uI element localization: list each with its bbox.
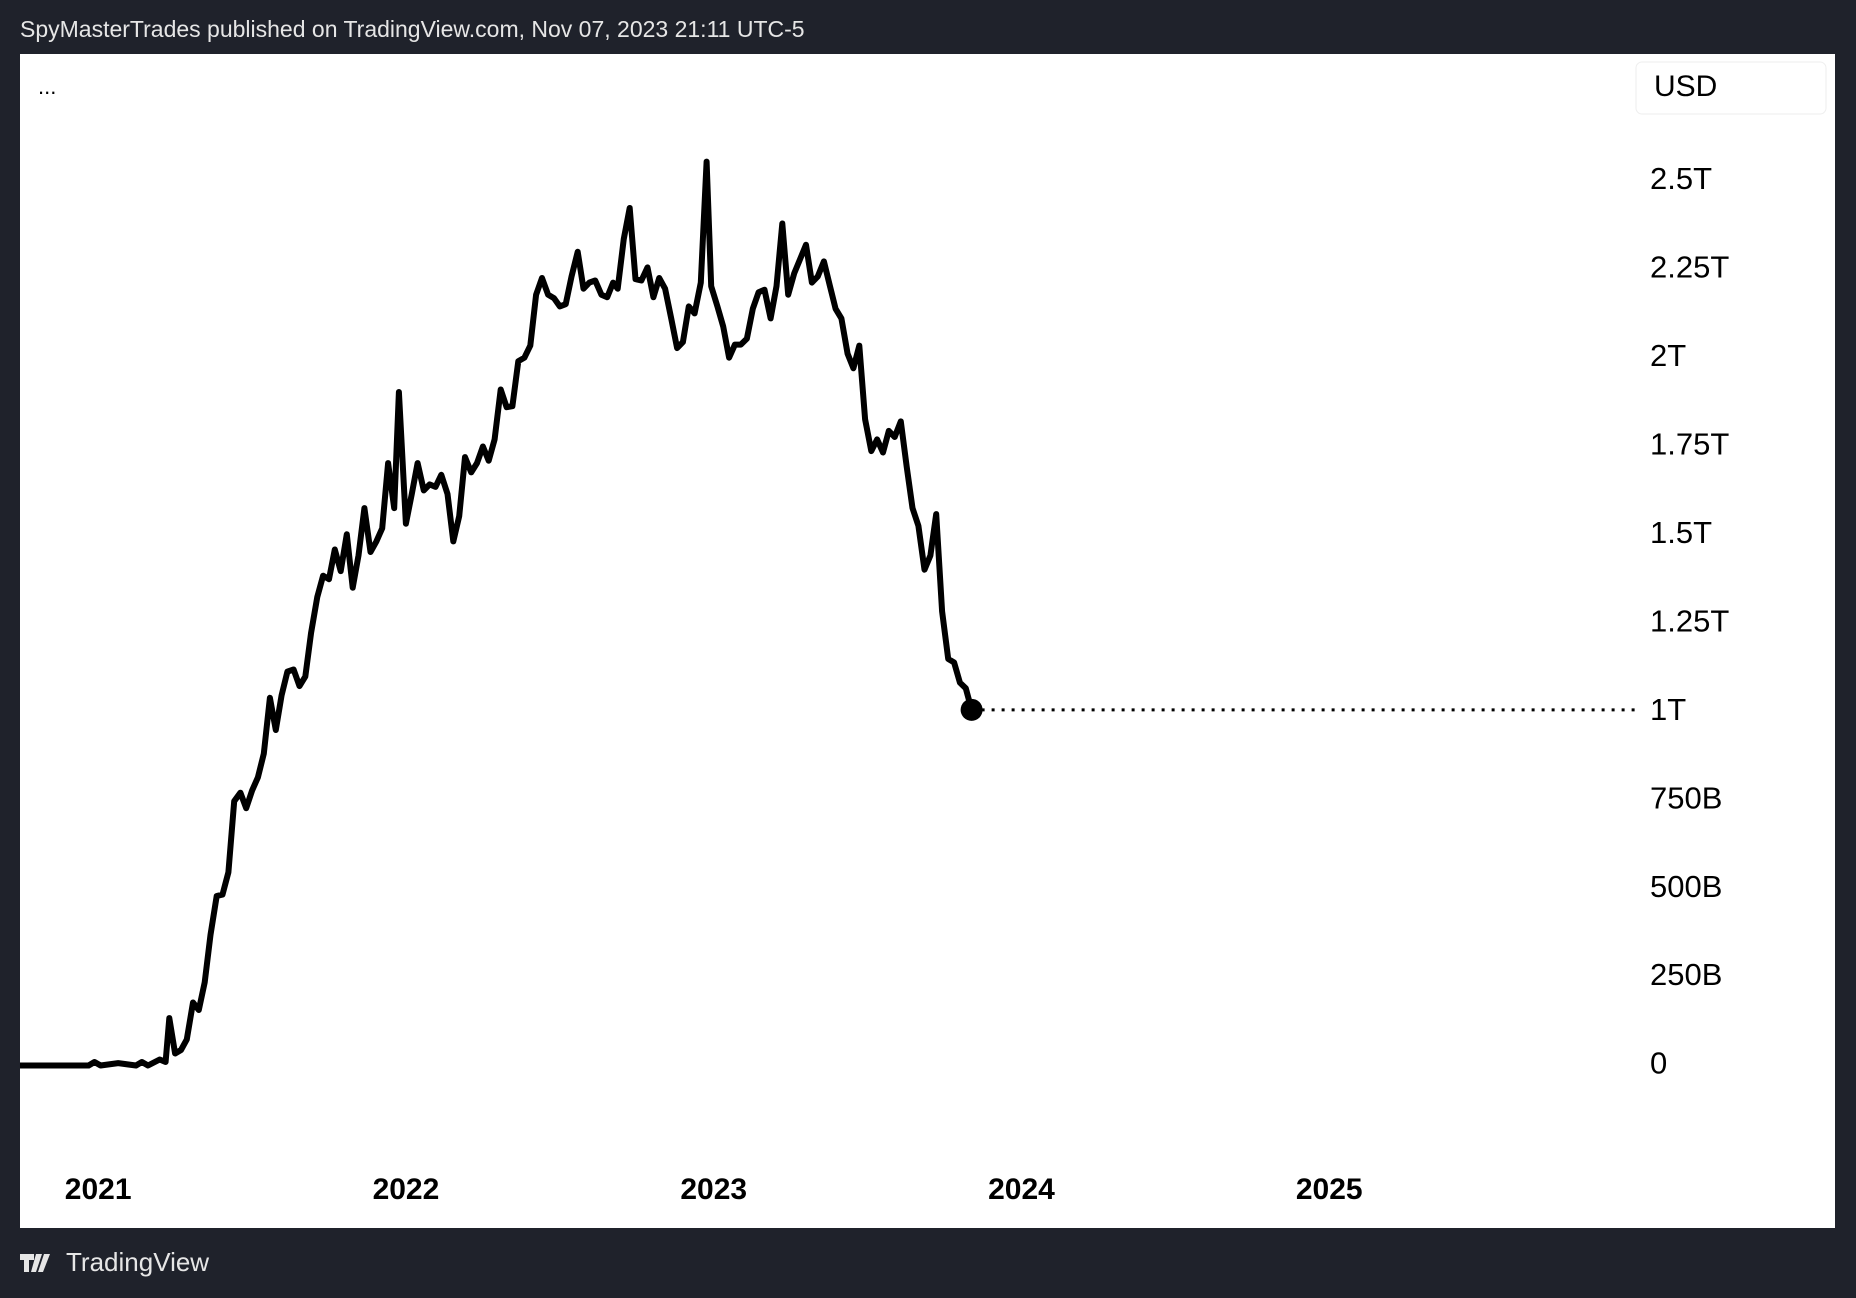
- y-tick-label: 1.25T: [1650, 603, 1729, 638]
- y-tick-label: 250B: [1650, 957, 1722, 992]
- plot-panel: [20, 54, 1835, 1228]
- x-tick-label: 2023: [680, 1173, 747, 1206]
- y-tick-label: 1.75T: [1650, 426, 1729, 461]
- y-tick-label: 500B: [1650, 869, 1722, 904]
- y-tick-label: 750B: [1650, 780, 1722, 815]
- header: SpyMasterTrades published on TradingView…: [20, 16, 805, 42]
- y-tick-label: 2.5T: [1650, 161, 1712, 196]
- y-tick-label: 1.5T: [1650, 515, 1712, 550]
- menu[interactable]: ...: [38, 74, 56, 99]
- x-tick-label: 2024: [988, 1173, 1055, 1206]
- y-tick-label: 1T: [1650, 692, 1686, 727]
- x-tick-label: 2022: [373, 1173, 440, 1206]
- currency[interactable]: USD: [1654, 70, 1717, 103]
- x-tick-label: 2021: [65, 1173, 132, 1206]
- currency-box[interactable]: [1635, 61, 1827, 115]
- footer-logo: [20, 1254, 50, 1272]
- data-line: [20, 158, 975, 1069]
- y-tick-label: 0: [1650, 1046, 1667, 1081]
- x-tick-label: 2025: [1296, 1173, 1363, 1206]
- y-tick-label: 2T: [1650, 338, 1686, 373]
- y-tick-label: 2.25T: [1650, 249, 1729, 284]
- last-value-dot: [960, 698, 983, 721]
- footer: TradingView: [66, 1247, 209, 1277]
